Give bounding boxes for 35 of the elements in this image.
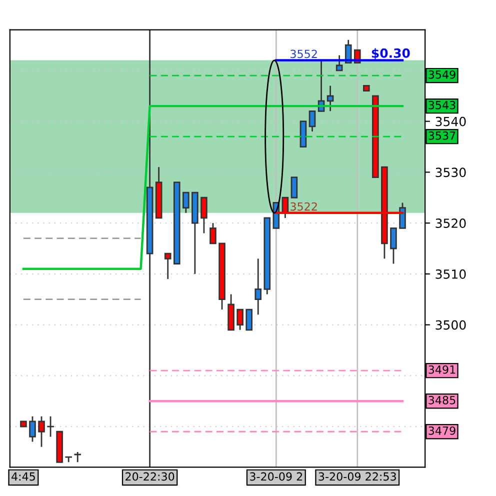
candlestick xyxy=(29,416,36,442)
text: 3549 xyxy=(428,70,456,79)
candlestick xyxy=(47,416,54,438)
candlestick xyxy=(399,202,406,229)
candlestick xyxy=(200,196,208,234)
y-tick-label: 3540 xyxy=(436,116,466,126)
x-tick-label: 20-22:30 xyxy=(126,472,174,481)
text: 3491 xyxy=(428,365,456,374)
annotation: $0.30 xyxy=(372,48,410,60)
text: 3479 xyxy=(428,426,456,435)
candlestick xyxy=(210,222,216,244)
y-tick-label: 3530 xyxy=(436,168,466,178)
candlestick xyxy=(246,308,252,331)
candlestick xyxy=(390,227,397,264)
candlestick xyxy=(308,110,316,132)
candlestick xyxy=(326,85,334,112)
text: 3485 xyxy=(428,396,456,404)
candlestick xyxy=(254,258,262,316)
candlestick xyxy=(290,176,298,198)
candlestick xyxy=(164,252,172,280)
x-tick-label: 3-20-09 2 xyxy=(250,472,302,481)
text: 3543 xyxy=(428,100,456,110)
y-tick-label: 3520 xyxy=(436,218,466,228)
candlestick xyxy=(182,192,190,214)
y-tick-label: 3510 xyxy=(436,269,466,279)
y-tick-label: 3500 xyxy=(436,320,466,330)
candlestick xyxy=(38,416,45,448)
x-tick-label: 3-20-09 22:53 xyxy=(318,472,396,481)
annotation: 3522 xyxy=(290,202,317,211)
annotation: 3552 xyxy=(290,50,317,58)
x-tick-label: 4:45 xyxy=(12,472,35,481)
candlestick xyxy=(236,308,244,331)
candlestick xyxy=(74,451,82,463)
text: 3537 xyxy=(428,131,456,140)
candlestick xyxy=(336,54,343,72)
